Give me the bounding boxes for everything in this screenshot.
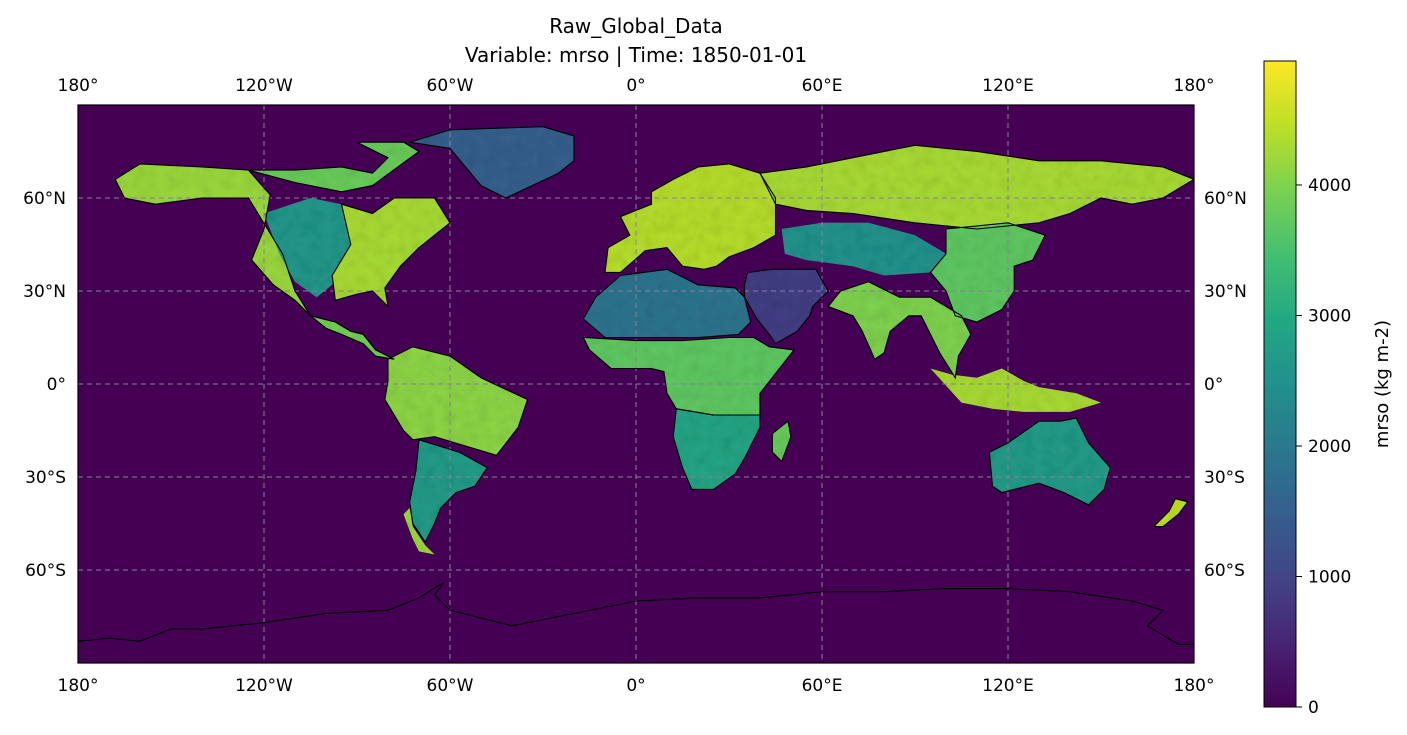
region-east-asia bbox=[930, 222, 1046, 322]
lat-label-left: 30°S bbox=[25, 468, 66, 488]
colorbar-tick-label: 1000 bbox=[1308, 567, 1351, 587]
coastline-central-america bbox=[310, 315, 395, 360]
coastlines bbox=[78, 126, 1194, 645]
region-africa-south bbox=[673, 408, 760, 490]
region-indonesia bbox=[930, 368, 1101, 412]
region-south-america-south bbox=[409, 439, 488, 543]
region-greenland bbox=[409, 126, 574, 198]
coastline-new-zealand bbox=[1152, 498, 1189, 528]
lat-left-labels: 60°N 30°N 0° 30°S 60°S bbox=[23, 189, 66, 581]
colorbar-tick-label: 3000 bbox=[1308, 306, 1351, 326]
region-europe bbox=[605, 163, 776, 273]
region-canada-north bbox=[248, 142, 419, 192]
lon-label-bottom: 180° bbox=[1174, 676, 1215, 696]
coastline-siberia bbox=[759, 144, 1194, 230]
coastline-south-america-north bbox=[384, 346, 529, 456]
coastline-madagascar bbox=[771, 420, 792, 463]
region-central-america bbox=[310, 315, 395, 360]
region-patagonia bbox=[403, 508, 435, 555]
region-central-asia bbox=[781, 222, 946, 276]
region-north-america-west bbox=[115, 163, 311, 316]
map-frame bbox=[77, 104, 1195, 664]
lat-label-left: 60°N bbox=[23, 189, 66, 209]
coastline-sahara bbox=[582, 268, 752, 339]
colorbar-tick-label: 0 bbox=[1308, 698, 1319, 718]
lat-label-right: 60°S bbox=[1204, 561, 1245, 581]
lat-label-left: 0° bbox=[47, 375, 66, 395]
lat-label-left: 60°S bbox=[25, 561, 66, 581]
lon-label-bottom: 0° bbox=[626, 676, 645, 696]
coastline-south-asia bbox=[827, 281, 972, 380]
coastline-greenland bbox=[409, 126, 575, 199]
lat-label-right: 30°S bbox=[1204, 468, 1245, 488]
lon-label-top: 120°E bbox=[982, 76, 1034, 96]
region-madagascar bbox=[772, 421, 791, 462]
land-layer bbox=[115, 126, 1194, 555]
coastline-middle-east bbox=[743, 268, 829, 345]
coastline-east-asia bbox=[929, 222, 1046, 323]
region-south-asia bbox=[828, 281, 971, 378]
lon-label-bottom: 180° bbox=[58, 676, 99, 696]
region-siberia bbox=[760, 145, 1194, 229]
region-north-america-interior bbox=[264, 198, 364, 298]
colorbar: 0 1000 2000 3000 4000 mrso (kg m-2) bbox=[1263, 60, 1393, 718]
region-new-zealand bbox=[1153, 498, 1188, 527]
map-subtitle: Variable: mrso | Time: 1850-01-01 bbox=[465, 43, 807, 67]
coastline-north-america-east bbox=[331, 197, 451, 309]
lat-label-right: 0° bbox=[1204, 375, 1223, 395]
lat-label-left: 30°N bbox=[23, 282, 66, 302]
coastline-canada-north bbox=[248, 141, 420, 193]
coastline-europe bbox=[604, 163, 777, 273]
map-title: Raw_Global_Data bbox=[549, 14, 723, 38]
colorbar-tick-label: 2000 bbox=[1308, 437, 1351, 457]
lon-label-top: 180° bbox=[1174, 76, 1215, 96]
coastline-africa-south bbox=[672, 408, 761, 490]
coastline-south-america-south bbox=[409, 439, 488, 544]
region-middle-east bbox=[744, 269, 829, 344]
lat-label-right: 60°N bbox=[1204, 189, 1247, 209]
map-area bbox=[78, 105, 1194, 663]
colorbar-label: mrso (kg m-2) bbox=[1372, 320, 1393, 448]
lon-label-bottom: 60°W bbox=[427, 676, 474, 696]
coastline-australia bbox=[988, 417, 1111, 506]
lat-right-labels: 60°N 30°N 0° 30°S 60°S bbox=[1204, 189, 1247, 581]
region-australia bbox=[989, 418, 1111, 505]
lon-bottom-labels: 180° 120°W 60°W 0° 60°E 120°E 180° bbox=[58, 676, 1215, 696]
region-africa-central bbox=[583, 337, 795, 415]
coastline-antarctica bbox=[78, 581, 1194, 645]
lon-label-bottom: 60°E bbox=[802, 676, 843, 696]
colorbar-ticks: 0 1000 2000 3000 4000 bbox=[1296, 176, 1351, 718]
lat-label-right: 30°N bbox=[1204, 282, 1247, 302]
colorbar-gradient bbox=[1263, 60, 1297, 708]
lon-label-top: 120°W bbox=[235, 76, 293, 96]
region-south-america-north bbox=[384, 346, 528, 456]
lon-label-top: 0° bbox=[626, 76, 645, 96]
lon-label-bottom: 120°E bbox=[982, 676, 1034, 696]
lon-label-top: 60°W bbox=[427, 76, 474, 96]
region-north-america-east bbox=[332, 198, 450, 307]
gridlines bbox=[78, 105, 1194, 663]
lon-label-bottom: 120°W bbox=[235, 676, 293, 696]
region-sahara bbox=[583, 269, 751, 338]
lon-top-labels: 180° 120°W 60°W 0° 60°E 120°E 180° bbox=[58, 76, 1215, 96]
coastline-north-america-west bbox=[114, 163, 311, 317]
lon-label-top: 180° bbox=[58, 76, 99, 96]
lon-label-top: 60°E bbox=[802, 76, 843, 96]
colorbar-tick-label: 4000 bbox=[1308, 176, 1351, 196]
